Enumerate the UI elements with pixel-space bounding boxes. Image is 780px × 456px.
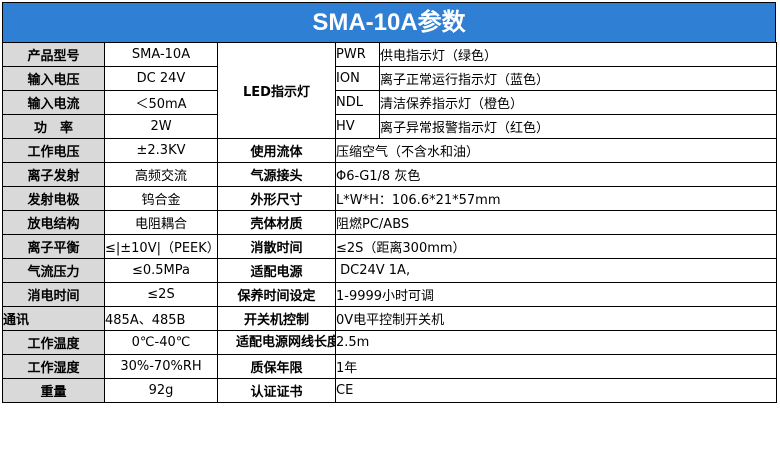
label-input-current: 输入电流 (2, 90, 105, 115)
label-model: 产品型号 (2, 42, 105, 67)
value-operating-humidity: 30%-70%RH (104, 354, 218, 379)
value-air-pressure: ≤0.5MPa (104, 258, 218, 283)
table-row: 通讯 485A、485B 开关机控制 0V电平控制开关机 (2, 306, 777, 331)
spec-table: 产品型号 SMA-10A LED指示灯 PWR 供电指示灯（绿色） 输入电压 D… (2, 42, 777, 403)
value-discharge-structure: 电阻耦合 (104, 210, 218, 235)
led-key-hv: HV (335, 114, 380, 139)
value-input-voltage: DC 24V (104, 66, 218, 91)
label-fluid: 使用流体 (217, 138, 336, 163)
value-air-connector: Φ6-G1/8 灰色 (335, 162, 777, 187)
table-row: 发射电极 钨合金 外形尺寸 L*W*H：106.6*21*57mm (2, 186, 777, 211)
label-warranty: 质保年限 (217, 354, 336, 379)
table-row: 重量 92g 认证证书 CE (2, 378, 777, 403)
led-key-ndl: NDL (335, 90, 380, 115)
value-dimensions: L*W*H：106.6*21*57mm (335, 186, 777, 211)
led-desc-ndl: 清洁保养指示灯（橙色） (379, 90, 777, 115)
label-weight: 重量 (2, 378, 105, 403)
value-model: SMA-10A (104, 42, 218, 67)
led-key-pwr: PWR (335, 42, 380, 67)
table-row: 消电时间 ≤2S 保养时间设定 1-9999小时可调 (2, 282, 777, 307)
value-power-switch-control: 0V电平控制开关机 (335, 306, 777, 331)
value-ion-emission: 高频交流 (104, 162, 218, 187)
value-weight: 92g (104, 378, 218, 403)
label-working-voltage: 工作电压 (2, 138, 105, 163)
label-operating-temperature: 工作温度 (2, 330, 105, 355)
led-desc-ion: 离子正常运行指示灯（蓝色） (379, 66, 777, 91)
label-elimination-time: 消电时间 (2, 282, 105, 307)
table-row: 功 率 2W HV 离子异常报警指示灯（红色） (2, 114, 777, 139)
value-operating-temperature: 0℃-40℃ (104, 330, 218, 355)
label-air-pressure: 气流压力 (2, 258, 105, 283)
value-fluid: 压缩空气（不含水和油） (335, 138, 777, 163)
value-electrode: 钨合金 (104, 186, 218, 211)
table-row: 离子发射 高频交流 气源接头 Φ6-G1/8 灰色 (2, 162, 777, 187)
label-discharge-structure: 放电结构 (2, 210, 105, 235)
value-input-current: ＜50mA (104, 90, 218, 115)
value-ion-balance: ≤|±10V|（PEEK） (104, 234, 218, 259)
value-decay-time: ≤2S（距离300mm） (335, 234, 777, 259)
label-ion-emission: 离子发射 (2, 162, 105, 187)
value-certification: CE (335, 378, 777, 403)
table-row: 工作湿度 30%-70%RH 质保年限 1年 (2, 354, 777, 379)
value-cable-length: 2.5m (335, 330, 777, 355)
table-row: 输入电流 ＜50mA NDL 清洁保养指示灯（橙色） (2, 90, 777, 115)
label-communication: 通讯 (2, 306, 105, 331)
label-power-adapter: 适配电源 (217, 258, 336, 283)
label-electrode: 发射电极 (2, 186, 105, 211)
table-row: 工作温度 0℃-40℃ 适配电源网线长度 2.5m (2, 330, 777, 355)
value-communication: 485A、485B (104, 306, 218, 331)
table-row: 工作电压 ±2.3KV 使用流体 压缩空气（不含水和油） (2, 138, 777, 163)
value-maintenance-setting: 1-9999小时可调 (335, 282, 777, 307)
table-row: 产品型号 SMA-10A LED指示灯 PWR 供电指示灯（绿色） (2, 42, 777, 139)
value-housing-material: 阻燃PC/ABS (335, 210, 777, 235)
led-group-label: LED指示灯 (217, 42, 336, 139)
value-working-voltage: ±2.3KV (104, 138, 218, 163)
value-power: 2W (104, 114, 218, 139)
label-input-voltage: 输入电压 (2, 66, 105, 91)
label-decay-time: 消散时间 (217, 234, 336, 259)
label-operating-humidity: 工作湿度 (2, 354, 105, 379)
value-power-adapter: DC24V 1A, (335, 258, 777, 283)
sheet-title: SMA-10A参数 (2, 2, 776, 42)
label-housing-material: 壳体材质 (217, 210, 336, 235)
table-row: 离子平衡 ≤|±10V|（PEEK） 消散时间 ≤2S（距离300mm） (2, 234, 777, 259)
value-warranty: 1年 (335, 354, 777, 379)
led-desc-pwr: 供电指示灯（绿色） (379, 42, 777, 67)
label-dimensions: 外形尺寸 (217, 186, 336, 211)
label-ion-balance: 离子平衡 (2, 234, 105, 259)
led-desc-hv: 离子异常报警指示灯（红色） (379, 114, 777, 139)
value-elimination-time: ≤2S (104, 282, 218, 307)
label-certification: 认证证书 (217, 378, 336, 403)
label-air-connector: 气源接头 (217, 162, 336, 187)
label-cable-length: 适配电源网线长度 (217, 330, 336, 355)
table-row: 气流压力 ≤0.5MPa 适配电源 DC24V 1A, (2, 258, 777, 283)
led-key-ion: ION (335, 66, 380, 91)
table-row: 输入电压 DC 24V ION 离子正常运行指示灯（蓝色） (2, 66, 777, 91)
table-row: 放电结构 电阻耦合 壳体材质 阻燃PC/ABS (2, 210, 777, 235)
label-power: 功 率 (2, 114, 105, 139)
label-maintenance-setting: 保养时间设定 (217, 282, 336, 307)
label-power-switch-control: 开关机控制 (217, 306, 336, 331)
